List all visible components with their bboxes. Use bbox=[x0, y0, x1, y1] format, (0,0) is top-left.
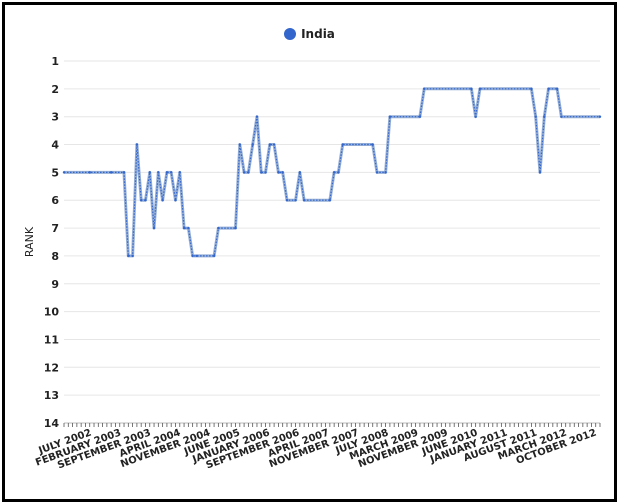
data-point bbox=[127, 254, 130, 258]
data-point bbox=[264, 171, 267, 174]
data-point bbox=[139, 199, 143, 202]
data-point bbox=[328, 199, 332, 202]
data-point bbox=[277, 171, 280, 174]
y-tick-label: 9 bbox=[51, 278, 59, 291]
data-point bbox=[174, 199, 177, 202]
data-point bbox=[285, 199, 289, 202]
data-point bbox=[375, 171, 379, 174]
data-point bbox=[547, 87, 550, 91]
y-tick-label: 14 bbox=[44, 417, 60, 430]
data-point bbox=[384, 171, 387, 174]
data-point bbox=[530, 87, 533, 91]
y-tick-label: 5 bbox=[51, 166, 59, 179]
data-point bbox=[247, 171, 250, 174]
data-point bbox=[268, 143, 272, 146]
data-point bbox=[212, 254, 216, 258]
data-point bbox=[88, 171, 91, 174]
data-point bbox=[538, 171, 542, 174]
data-point bbox=[341, 143, 344, 146]
data-point bbox=[388, 115, 392, 118]
data-point bbox=[217, 226, 220, 230]
y-tick-label: 12 bbox=[44, 361, 59, 374]
data-point bbox=[418, 115, 422, 118]
legend-marker bbox=[284, 28, 297, 40]
data-point bbox=[170, 171, 173, 174]
y-tick-label: 8 bbox=[51, 250, 59, 263]
y-tick-label: 10 bbox=[44, 306, 60, 319]
data-point bbox=[187, 226, 190, 230]
y-tick-label: 13 bbox=[44, 389, 59, 402]
data-point bbox=[62, 171, 66, 174]
data-point bbox=[478, 87, 482, 91]
y-tick-label: 3 bbox=[51, 111, 59, 124]
data-point bbox=[238, 143, 242, 146]
data-point bbox=[148, 171, 151, 174]
data-point bbox=[182, 226, 186, 230]
data-point bbox=[152, 226, 156, 230]
series-line-india-dots bbox=[64, 88, 600, 257]
data-point bbox=[281, 171, 284, 174]
data-point bbox=[474, 115, 477, 118]
data-point bbox=[272, 143, 276, 146]
data-point bbox=[135, 143, 139, 146]
y-tick-label: 6 bbox=[51, 194, 59, 207]
legend-label: India bbox=[301, 27, 335, 41]
data-point bbox=[302, 199, 306, 202]
y-axis-title: RANK bbox=[23, 226, 36, 257]
y-tick-label: 1 bbox=[51, 55, 59, 68]
data-point bbox=[534, 115, 537, 118]
data-point bbox=[195, 254, 199, 258]
data-point bbox=[131, 254, 134, 258]
data-point bbox=[255, 115, 259, 118]
data-point bbox=[555, 87, 559, 91]
data-point bbox=[144, 199, 147, 202]
data-point bbox=[598, 115, 602, 118]
chart-legend[interactable]: India bbox=[5, 27, 614, 41]
data-point bbox=[161, 199, 164, 202]
data-point bbox=[298, 171, 302, 174]
data-point bbox=[109, 171, 113, 174]
data-point bbox=[122, 171, 126, 174]
data-point bbox=[332, 171, 336, 174]
y-tick-label: 7 bbox=[51, 222, 59, 235]
data-point bbox=[191, 254, 194, 258]
data-point bbox=[165, 171, 169, 174]
data-point bbox=[371, 143, 374, 146]
data-point bbox=[242, 171, 246, 174]
data-point bbox=[157, 171, 160, 174]
data-point bbox=[560, 115, 563, 118]
data-point bbox=[260, 171, 263, 174]
data-point bbox=[543, 115, 546, 118]
y-tick-label: 11 bbox=[44, 333, 59, 346]
y-tick-label: 4 bbox=[51, 139, 59, 152]
y-tick-label: 2 bbox=[51, 83, 59, 96]
data-point bbox=[294, 199, 297, 202]
data-point bbox=[422, 87, 426, 91]
data-point bbox=[337, 171, 340, 174]
data-point bbox=[178, 171, 181, 174]
data-point bbox=[251, 143, 254, 146]
data-point bbox=[470, 87, 473, 91]
data-point bbox=[234, 226, 237, 230]
